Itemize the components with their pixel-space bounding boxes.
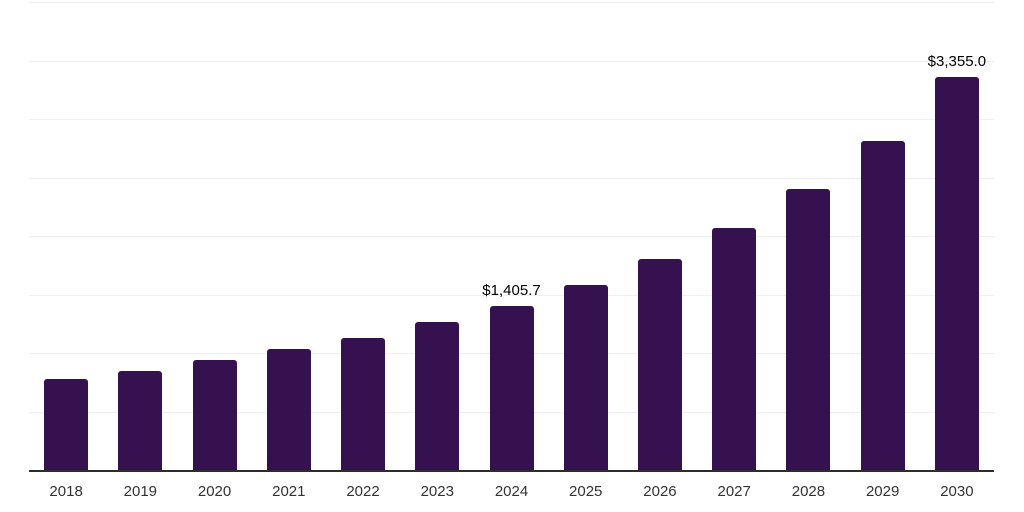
value-label-2030: $3,355.0 xyxy=(927,53,987,71)
bar-2023[interactable] xyxy=(415,321,460,471)
x-tick-label-2028: 2028 xyxy=(791,483,826,500)
x-tick-label-2026: 2026 xyxy=(643,483,677,500)
bar-2028[interactable] xyxy=(786,189,831,471)
x-tick-label-2030: 2030 xyxy=(940,483,974,500)
bar-2027[interactable] xyxy=(712,227,757,471)
gridline xyxy=(29,294,994,296)
gridline xyxy=(29,60,994,62)
x-tick-label-2022: 2022 xyxy=(346,483,380,500)
x-axis-line xyxy=(29,470,994,472)
x-tick-label-2024: 2024 xyxy=(494,483,529,500)
x-tick-label-2023: 2023 xyxy=(420,483,454,500)
bar-2029[interactable] xyxy=(860,140,905,471)
gridline xyxy=(29,2,994,3)
x-tick-label-2020: 2020 xyxy=(197,483,232,500)
gridline xyxy=(29,177,994,179)
bar-2025[interactable] xyxy=(563,285,608,471)
x-tick-label-2019: 2019 xyxy=(123,483,158,500)
x-tick-label-2018: 2018 xyxy=(49,483,83,500)
bar-2030[interactable] xyxy=(934,77,979,471)
bar-2019[interactable] xyxy=(118,370,163,471)
bar-2020[interactable] xyxy=(192,360,237,471)
x-tick-label-2021: 2021 xyxy=(272,483,306,500)
bar-2024[interactable] xyxy=(489,305,534,471)
bar-2026[interactable] xyxy=(637,258,682,471)
bar-2022[interactable] xyxy=(341,337,386,471)
x-tick-label-2027: 2027 xyxy=(717,483,751,500)
gridline xyxy=(29,119,994,120)
bar-2021[interactable] xyxy=(266,348,311,471)
bar-2018[interactable] xyxy=(44,379,89,471)
gridline xyxy=(29,236,994,237)
x-tick-label-2025: 2025 xyxy=(569,483,603,500)
x-tick-label-2029: 2029 xyxy=(865,483,900,500)
value-label-2024: $1,405.7 xyxy=(482,281,541,299)
